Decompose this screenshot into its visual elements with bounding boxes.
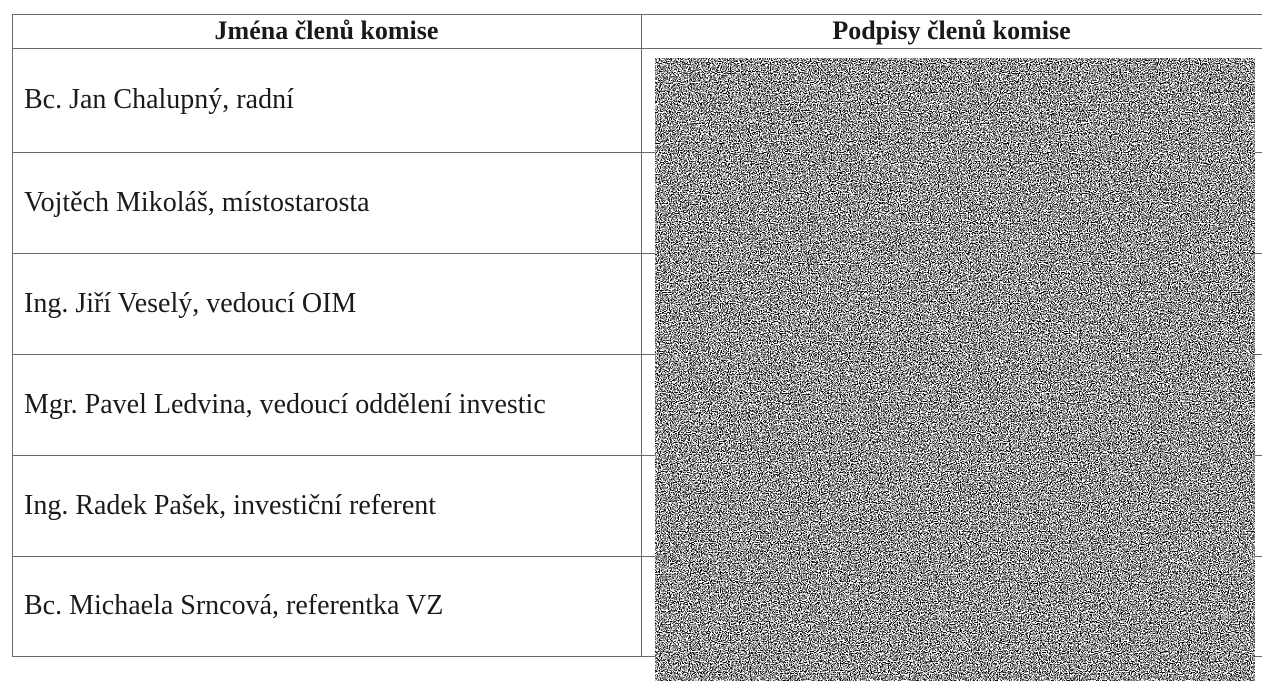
table-border	[12, 14, 13, 656]
redacted-signatures	[655, 58, 1255, 681]
row-border	[12, 354, 1262, 355]
member-name: Bc. Jan Chalupný, radní	[24, 84, 294, 115]
row-border	[12, 48, 1262, 49]
member-name: Ing. Radek Pašek, investiční referent	[24, 489, 437, 521]
row-border	[12, 556, 1262, 557]
header-cell: Podpisy členů komise	[832, 16, 1071, 45]
row-border	[12, 253, 1262, 254]
column-border	[641, 14, 642, 656]
header-cell: Jména členů komise	[214, 16, 439, 45]
member-name: Mgr. Pavel Ledvina, vedoucí oddělení inv…	[24, 388, 546, 420]
row-border	[12, 455, 1262, 456]
table-border	[12, 14, 1262, 15]
member-name: Ing. Jiří Veselý, vedoucí OIM	[24, 287, 357, 319]
member-name: Bc. Michaela Srncová, referentka VZ	[24, 590, 444, 621]
member-name: Vojtěch Mikoláš, místostarosta	[24, 186, 370, 218]
row-border	[12, 656, 1262, 657]
row-border	[12, 152, 1262, 153]
